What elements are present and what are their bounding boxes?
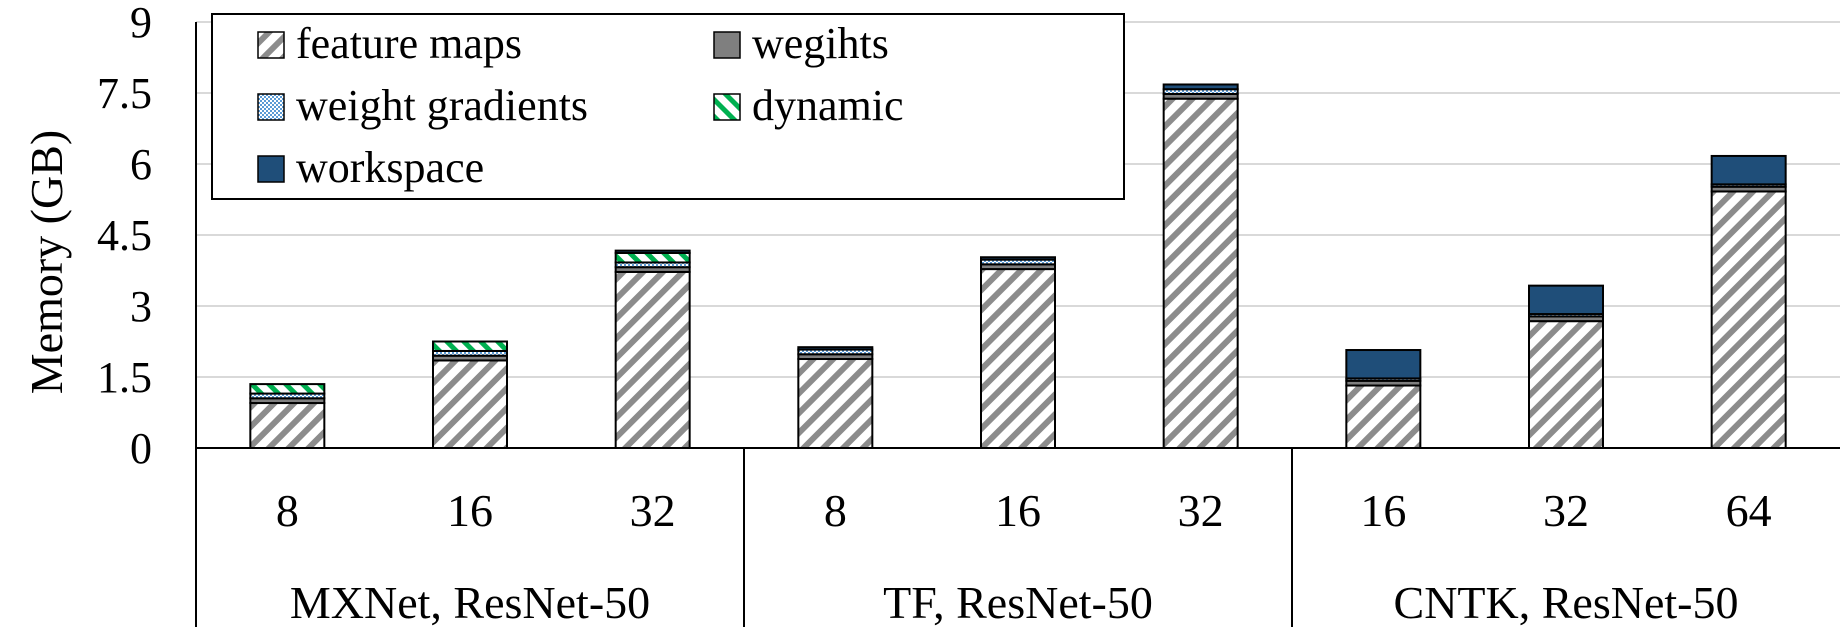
y-tick-label: 3 — [130, 282, 152, 331]
bars — [249, 83, 1787, 450]
legend: feature maps wegihts weight gradients dy… — [211, 13, 1125, 200]
legend-label-dynamic: dynamic — [752, 81, 904, 130]
y-tick-label: 1.5 — [97, 353, 152, 402]
group-label: MXNet, ResNet-50 — [290, 577, 650, 627]
legend-label-wegihts: wegihts — [752, 19, 889, 68]
legend-label-feature-maps: feature maps — [296, 19, 522, 68]
bar-segment-workspace — [1710, 154, 1787, 186]
x-category-label: 32 — [1543, 485, 1589, 536]
y-tick-labels: 0 1.5 3 4.5 6 7.5 9 — [97, 0, 152, 473]
bar-segment-workspace — [1162, 83, 1239, 91]
legend-swatch-wegihts — [713, 31, 741, 59]
bar-segment-feature-maps — [1710, 190, 1787, 449]
legend-label-weight-gradients: weight gradients — [296, 81, 588, 130]
y-tick-label: 9 — [130, 0, 152, 47]
y-tick-label: 6 — [130, 140, 152, 189]
x-category-label: 32 — [1178, 485, 1224, 536]
legend-swatch-workspace — [257, 155, 285, 183]
y-tick-label: 7.5 — [97, 69, 152, 118]
bar-segment-feature-maps — [432, 359, 508, 449]
bar-segment-dynamic — [432, 340, 508, 352]
bar-segment-workspace — [980, 256, 1056, 261]
bar-segment-feature-maps — [1345, 384, 1422, 449]
x-category-label: 16 — [447, 485, 493, 536]
bar-segment-workspace — [614, 249, 691, 254]
bar-segment-feature-maps — [980, 268, 1056, 449]
bar-segment-feature-maps — [797, 358, 874, 449]
bar-segment-feature-maps — [614, 270, 691, 450]
x-category-label: 64 — [1726, 485, 1772, 536]
x-category-labels: MXNet, ResNet-50 TF, ResNet-50 CNTK, ResNe… — [276, 485, 1772, 627]
group-label: TF, ResNet-50 — [883, 577, 1153, 627]
bar-segment-feature-maps — [249, 402, 326, 449]
x-category-label: 8 — [276, 485, 299, 536]
bar-segment-dynamic — [614, 251, 691, 264]
x-category-label: 16 — [995, 485, 1041, 536]
y-tick-label: 0 — [130, 424, 152, 473]
legend-swatch-feature-maps — [257, 31, 285, 59]
bar-segment-dynamic — [249, 383, 326, 395]
y-axis-title: Memory (GB) — [21, 130, 72, 394]
legend-swatch-weight-gradients — [257, 93, 285, 121]
legend-box — [211, 13, 1125, 200]
bar-segment-feature-maps — [1162, 97, 1239, 450]
bar-segment-workspace — [1528, 284, 1604, 316]
bar-segment-workspace — [797, 346, 874, 351]
legend-swatch-dynamic — [713, 93, 741, 121]
x-category-label: 8 — [824, 485, 847, 536]
x-category-label: 16 — [1360, 485, 1406, 536]
y-tick-label: 4.5 — [97, 211, 152, 260]
bar-segment-feature-maps — [1528, 320, 1604, 449]
bar-segment-workspace — [1345, 349, 1422, 380]
legend-label-workspace: workspace — [296, 143, 484, 192]
x-category-label: 32 — [630, 485, 676, 536]
group-label: CNTK, ResNet-50 — [1394, 577, 1739, 627]
